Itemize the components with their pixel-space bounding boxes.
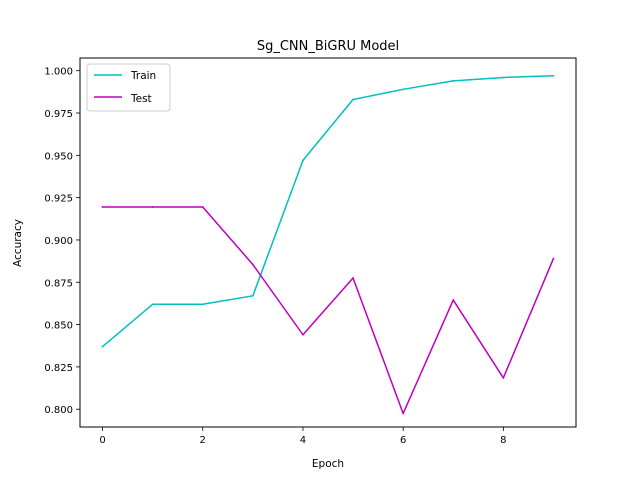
data-point-train — [502, 76, 505, 79]
data-point-test — [402, 412, 405, 415]
data-point-test — [352, 277, 354, 279]
data-point-train — [452, 79, 455, 82]
legend-box — [86, 63, 171, 112]
x-axis-label: Epoch — [312, 458, 344, 470]
legend-label-test: Test — [130, 93, 152, 105]
data-point-test — [452, 299, 455, 301]
x-tick-label: 0 — [99, 435, 105, 446]
y-tick-label: 0.800 — [44, 405, 73, 416]
y-tick-label: 0.975 — [44, 109, 73, 120]
y-tick-label: 0.850 — [44, 321, 73, 332]
data-point-test — [502, 377, 505, 379]
data-point-train — [151, 303, 154, 306]
x-tick-label: 2 — [200, 435, 206, 446]
series-line-train — [102, 75, 554, 348]
data-point-train — [402, 88, 405, 91]
data-point-train — [251, 294, 254, 297]
data-point-test — [101, 206, 104, 208]
data-point-test — [151, 206, 154, 208]
y-tick-label: 0.925 — [44, 194, 73, 205]
x-tick-label: 8 — [500, 435, 506, 446]
y-tick-label: 0.950 — [44, 151, 73, 162]
legend-label-train: Train — [130, 70, 156, 82]
chart-title: Sg_CNN_BiGRU Model — [257, 39, 399, 54]
x-axis-ticks: 0 2 4 6 8 — [99, 427, 507, 446]
plot-frame — [79, 57, 577, 428]
data-point-test — [251, 263, 254, 266]
data-point-test — [552, 257, 555, 260]
data-point-train — [352, 98, 354, 101]
data-point-test — [201, 206, 204, 208]
y-tick-label: 0.900 — [44, 236, 73, 247]
data-point-train — [101, 345, 104, 348]
y-tick-label: 1.000 — [44, 67, 73, 78]
data-point-train — [552, 74, 555, 77]
x-tick-label: 6 — [400, 435, 406, 446]
y-axis-label: Accuracy — [12, 219, 24, 267]
legend: Train Test — [86, 63, 171, 112]
y-axis-ticks: 0.800 0.825 0.850 0.875 0.900 0.925 0.950 0.975… — [44, 67, 80, 416]
y-tick-label: 0.825 — [44, 363, 73, 374]
data-point-train — [201, 303, 204, 306]
series-line-test — [102, 206, 555, 415]
data-point-test — [302, 333, 304, 336]
plot-area: 0 2 4 6 8 0.800 0.825 0.850 0.875 0.900 0.925 0.95… — [44, 57, 577, 446]
data-point-train — [302, 159, 304, 162]
x-tick-label: 4 — [300, 435, 306, 446]
y-tick-label: 0.875 — [44, 278, 73, 289]
series-layer — [101, 74, 555, 415]
